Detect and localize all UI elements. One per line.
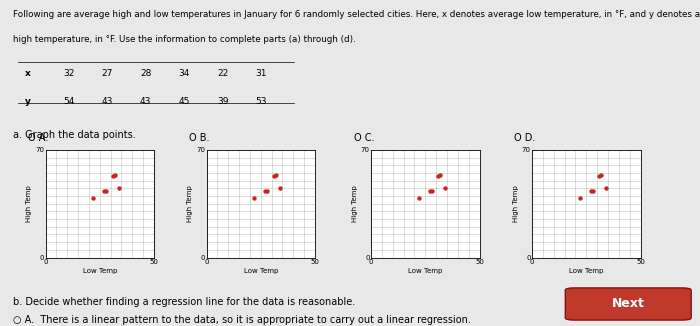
X-axis label: Low Temp: Low Temp xyxy=(408,268,442,274)
Point xyxy=(262,189,273,194)
Point xyxy=(594,173,605,179)
X-axis label: Low Temp: Low Temp xyxy=(569,268,603,274)
Text: 54: 54 xyxy=(63,96,74,106)
Y-axis label: High Temp: High Temp xyxy=(352,185,358,222)
Point xyxy=(574,195,585,200)
Point xyxy=(88,195,99,200)
Point xyxy=(268,173,279,179)
Text: O A.: O A. xyxy=(28,133,48,143)
Point xyxy=(99,189,110,194)
Text: y: y xyxy=(25,96,30,106)
X-axis label: Low Temp: Low Temp xyxy=(244,268,278,274)
Point xyxy=(274,186,286,191)
Text: 31: 31 xyxy=(256,69,267,78)
Text: x: x xyxy=(25,69,30,78)
Text: 43: 43 xyxy=(102,96,113,106)
Text: 28: 28 xyxy=(140,69,151,78)
Text: O D.: O D. xyxy=(514,133,536,143)
Text: ○ A.  There is a linear pattern to the data, so it is appropriate to carry out a: ○ A. There is a linear pattern to the da… xyxy=(13,315,470,325)
Point xyxy=(107,173,118,179)
Text: O B.: O B. xyxy=(189,133,209,143)
Point xyxy=(439,186,450,191)
Y-axis label: High Temp: High Temp xyxy=(513,185,519,222)
Text: Next: Next xyxy=(612,298,645,310)
Text: 39: 39 xyxy=(217,96,228,106)
FancyBboxPatch shape xyxy=(566,288,691,320)
Text: 45: 45 xyxy=(178,96,190,106)
Point xyxy=(413,195,424,200)
Y-axis label: High Temp: High Temp xyxy=(27,185,32,222)
Point xyxy=(585,189,596,194)
Text: b. Decide whether finding a regression line for the data is reasonable.: b. Decide whether finding a regression l… xyxy=(13,297,355,307)
Text: O C.: O C. xyxy=(354,133,374,143)
Point xyxy=(596,172,607,177)
Text: high temperature, in °F. Use the information to complete parts (a) through (d).: high temperature, in °F. Use the informa… xyxy=(13,35,356,44)
Point xyxy=(433,173,444,179)
Text: 22: 22 xyxy=(217,69,228,78)
Text: 34: 34 xyxy=(178,69,190,78)
Point xyxy=(113,186,125,191)
Text: 32: 32 xyxy=(63,69,74,78)
Text: 53: 53 xyxy=(256,96,267,106)
Point xyxy=(260,189,271,194)
Y-axis label: High Temp: High Temp xyxy=(188,185,193,222)
Point xyxy=(426,189,438,194)
Point xyxy=(435,172,446,177)
Point xyxy=(587,189,598,194)
Text: a. Graph the data points.: a. Graph the data points. xyxy=(13,130,135,140)
Text: 43: 43 xyxy=(140,96,151,106)
Text: Following are average high and low temperatures in January for 6 randomly select: Following are average high and low tempe… xyxy=(13,10,700,19)
Text: 27: 27 xyxy=(102,69,113,78)
Point xyxy=(109,172,120,177)
X-axis label: Low Temp: Low Temp xyxy=(83,268,117,274)
Point xyxy=(424,189,435,194)
Point xyxy=(248,195,260,200)
Point xyxy=(270,172,281,177)
Point xyxy=(600,186,611,191)
Point xyxy=(101,189,112,194)
